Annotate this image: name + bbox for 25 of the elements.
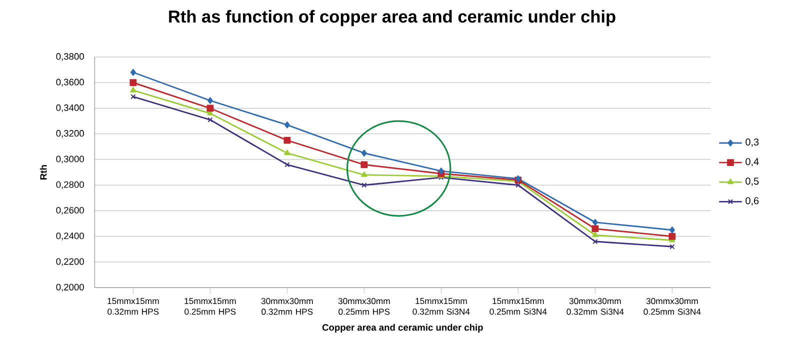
y-tick-label: 0,3400: [56, 104, 84, 112]
y-tick-label: 0,3600: [56, 78, 84, 86]
x-tick-label: 15mmx15mm 0.32mm HPS: [108, 298, 159, 315]
x-tick-label: 15mmx15mm 0.25mm HPS: [184, 298, 236, 315]
y-tick-label: 0,2600: [56, 206, 84, 215]
y-tick-label: 0,3000: [56, 156, 84, 164]
x-axis-title: Copper area and ceramic under chip: [322, 324, 483, 333]
x-tick-label: 30mmx30mm 0.25mm HPS: [338, 298, 390, 315]
x-tick-label: 30mmx30mm 0.25mm Si3N4: [644, 298, 701, 315]
y-tick-label: 0,3200: [56, 130, 84, 138]
y-tick-label: 0,2800: [56, 181, 84, 189]
x-tick-label: 15mmx15mm 0.32mm Si3N4: [412, 298, 470, 315]
legend-label: 0,3: [746, 138, 759, 147]
x-tick-label: 30mmx30mm 0.32mm Si3N4: [566, 298, 624, 315]
chart-title: Rth as function of copper area and ceramic under chip: [169, 10, 616, 26]
legend-label: 0,6: [746, 197, 759, 206]
legend-label: 0,5: [746, 178, 759, 186]
legend-label: 0,4: [746, 158, 759, 166]
y-tick-label: 0,2400: [56, 232, 84, 240]
y-axis-title: Rth: [40, 165, 47, 180]
x-tick-label: 15mmx15mm 0.25mm Si3N4: [490, 298, 547, 315]
y-tick-label: 0,3800: [56, 53, 84, 61]
y-tick-label: 0,2200: [56, 258, 84, 266]
x-tick-label: 30mmx30mm 0.32mm HPS: [261, 298, 313, 315]
y-tick-label: 0,2000: [56, 284, 84, 292]
